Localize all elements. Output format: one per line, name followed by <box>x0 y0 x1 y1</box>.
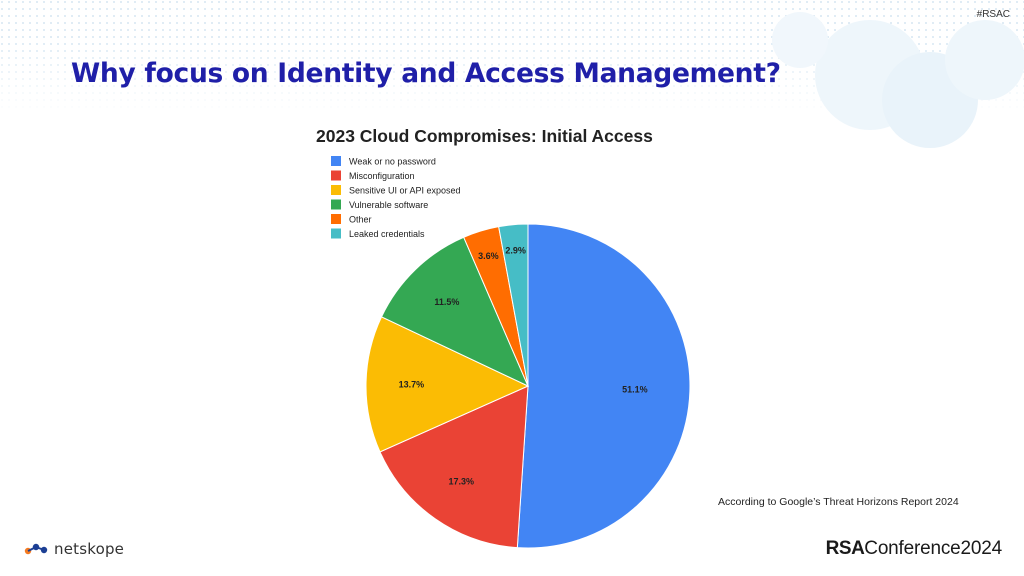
legend-swatch-misconfiguration <box>331 170 341 181</box>
slice-label-other: 3.6% <box>478 251 499 261</box>
legend-label-leaked-credentials: Leaked credentials <box>349 229 425 239</box>
slice-label-vulnerable-software: 11.5% <box>434 297 459 307</box>
legend-swatch-weak-or-no-password <box>331 156 341 166</box>
legend-label-weak-or-no-password: Weak or no password <box>349 157 436 167</box>
legend-label-vulnerable-software: Vulnerable software <box>349 200 428 210</box>
legend-swatch-other <box>331 214 341 224</box>
slice-label-weak-or-no-password: 51.1% <box>622 385 648 395</box>
legend-label-other: Other <box>349 215 372 225</box>
legend-swatch-sensitive-ui-or-api-exposed <box>331 185 341 195</box>
conference-year: 2024 <box>960 538 1003 559</box>
netskope-wordmark: netskope <box>54 540 125 558</box>
slice-label-leaked-credentials: 2.9% <box>505 246 526 256</box>
pie-slices <box>365 223 691 549</box>
legend-swatch-vulnerable-software <box>331 199 341 210</box>
source-note: According to Google’s Threat Horizons Re… <box>718 496 959 508</box>
pie-slice-misconfiguration <box>379 385 529 549</box>
netskope-logo: netskope <box>24 540 124 558</box>
legend-label-sensitive-ui-or-api-exposed: Sensitive UI or API exposed <box>349 186 461 196</box>
conference-wordmark: Conference <box>864 538 961 559</box>
pie-slice-vulnerable-software <box>380 236 529 388</box>
legend-swatch-leaked-credentials <box>331 228 341 239</box>
rsac-hashtag: #RSAC <box>976 9 1010 20</box>
pie-slice-weak-or-no-password <box>516 223 691 549</box>
rsa-conference-logo: RSAConference2024 <box>825 538 1003 560</box>
chart-legend: Weak or no password Misconfiguration Sensi… <box>331 156 461 239</box>
slide-title: Why focus on Identity and Access Managem… <box>71 58 781 89</box>
slice-labels: 51.1% 17.3% 13.7% 11.5% 3.6% 2.9% <box>399 246 648 487</box>
rsa-wordmark: RSA <box>825 538 865 559</box>
pie-slice-sensitive-ui-or-api-exposed <box>365 316 530 453</box>
pie-slice-leaked-credentials <box>498 223 529 387</box>
legend-label-misconfiguration: Misconfiguration <box>349 171 415 181</box>
slice-label-sensitive-ui-or-api-exposed: 13.7% <box>399 380 425 390</box>
netskope-mark-icon <box>24 543 48 555</box>
slice-label-misconfiguration: 17.3% <box>449 477 475 487</box>
chart-title: 2023 Cloud Compromises: Initial Access <box>316 126 653 146</box>
